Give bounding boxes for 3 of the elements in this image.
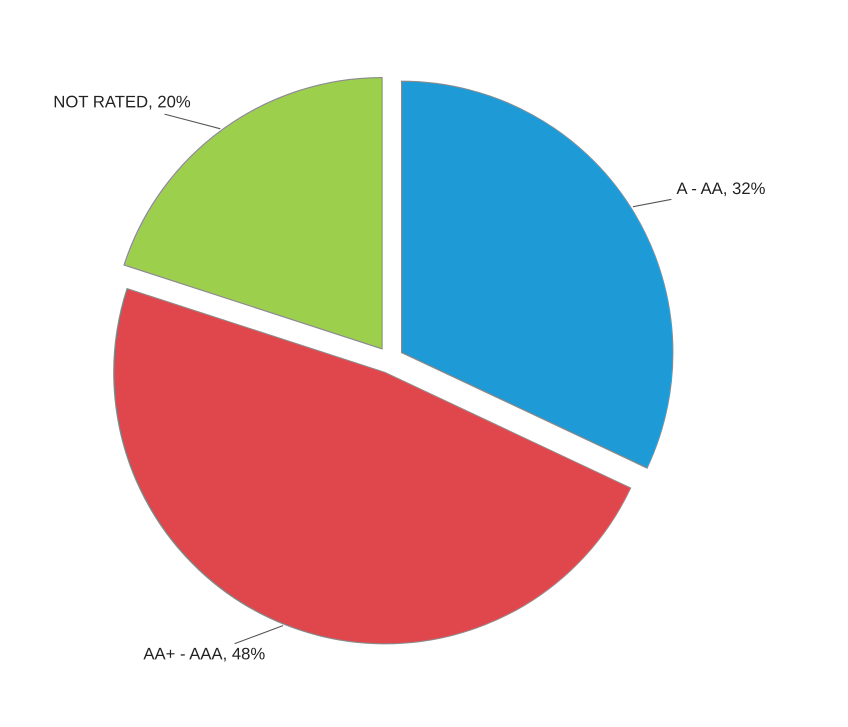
slice-label: AA+ - AAA, 48% <box>143 648 265 662</box>
slice-label: A - AA, 32% <box>676 182 765 196</box>
slice-label: NOT RATED, 20% <box>54 96 190 110</box>
